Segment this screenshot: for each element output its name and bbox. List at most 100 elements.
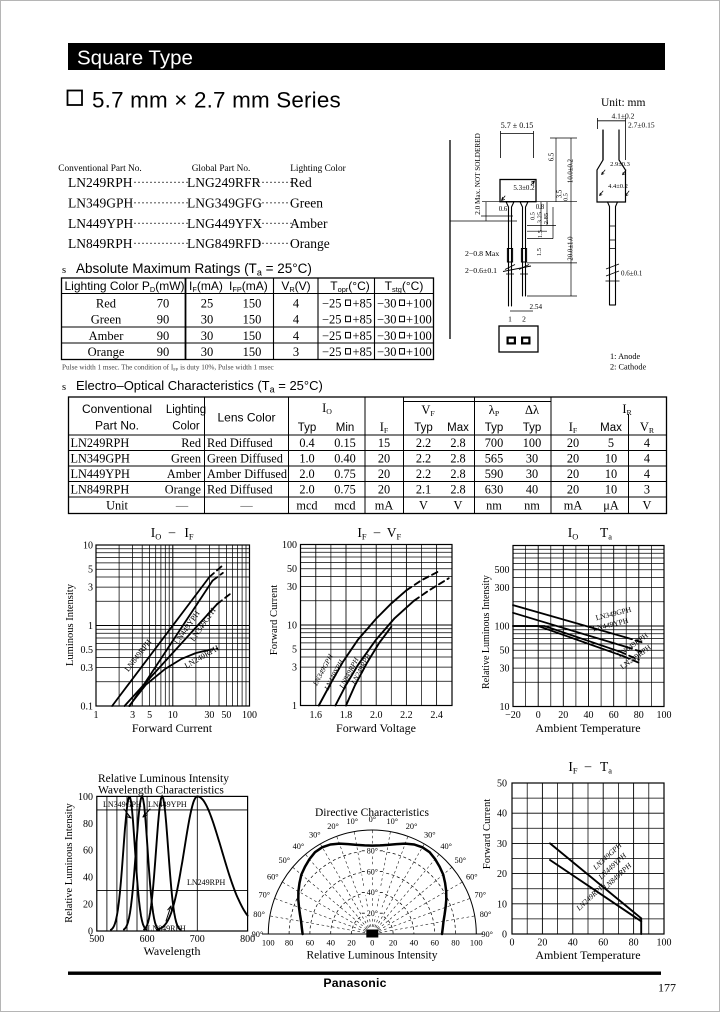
svg-text:2.8: 2.8 [450, 436, 465, 450]
svg-text:1: 1 [94, 710, 99, 721]
svg-text:–: – [168, 524, 176, 539]
svg-text:10°: 10° [346, 817, 358, 826]
svg-text:0.5: 0.5 [81, 645, 94, 656]
svg-text:150: 150 [243, 297, 262, 311]
svg-text:0.4: 0.4 [299, 436, 314, 450]
svg-text:Red Diffused: Red Diffused [207, 482, 273, 496]
svg-text:IF​(mA): IF​(mA) [189, 279, 223, 294]
svg-text:LN449YPH: LN449YPH [71, 467, 131, 481]
svg-text:1.8: 1.8 [340, 710, 353, 721]
svg-text:40: 40 [410, 938, 419, 948]
svg-text:20: 20 [558, 710, 568, 721]
svg-text:40°: 40° [440, 842, 452, 851]
svg-text:10.0±0.2: 10.0±0.2 [568, 158, 575, 183]
svg-text:4.4±0.2: 4.4±0.2 [608, 183, 628, 190]
svg-text:LN849RPH: LN849RPH [68, 236, 133, 251]
svg-text:0.40: 0.40 [334, 451, 356, 465]
svg-text:50: 50 [497, 779, 507, 790]
svg-text:800: 800 [240, 934, 255, 945]
svg-text:60°: 60° [466, 873, 478, 882]
svg-text:LN849RPH: LN849RPH [71, 482, 130, 496]
svg-text:Luminous Intensity: Luminous Intensity [65, 583, 76, 666]
svg-text:2.2: 2.2 [416, 436, 431, 450]
svg-text:60: 60 [430, 938, 439, 948]
svg-text:1.5: 1.5 [537, 230, 544, 238]
svg-text:30: 30 [201, 345, 214, 359]
svg-text:Color: Color [172, 421, 200, 433]
svg-text:—: — [175, 498, 189, 512]
svg-text:IO​: IO​ [568, 525, 579, 541]
svg-text:20: 20 [537, 938, 547, 949]
svg-text:2: 2 [522, 315, 526, 324]
svg-text:+100: +100 [406, 313, 432, 327]
svg-text:VR​(V): VR​(V) [281, 279, 310, 294]
svg-text:700: 700 [485, 436, 503, 450]
svg-text:Ambient Temperature: Ambient Temperature [535, 948, 640, 962]
svg-text:Relative Luminous Intensity: Relative Luminous Intensity [481, 575, 492, 689]
svg-text:6.5: 6.5 [549, 152, 556, 161]
svg-text:0: 0 [502, 930, 507, 941]
svg-text:s: s [62, 265, 66, 276]
svg-text:+100: +100 [406, 345, 432, 359]
svg-text:40: 40 [497, 809, 507, 820]
svg-text:5.7 mm × 2.7 mm Series: 5.7 mm × 2.7 mm Series [92, 88, 341, 113]
svg-text:Amber: Amber [167, 467, 201, 481]
svg-text:10: 10 [500, 702, 510, 713]
svg-text:590: 590 [485, 467, 503, 481]
svg-text:LN249RPH: LN249RPH [68, 175, 133, 190]
svg-text:–: – [373, 524, 381, 539]
svg-text:0.1: 0.1 [81, 702, 94, 713]
svg-text:Lighting: Lighting [166, 404, 206, 416]
svg-text:150: 150 [243, 345, 262, 359]
svg-text:Forward Current: Forward Current [269, 585, 280, 655]
svg-text:3.5: 3.5 [557, 189, 564, 198]
svg-text:Part No.: Part No. [95, 419, 139, 433]
svg-text:Conventional Part No.: Conventional Part No. [58, 164, 141, 174]
svg-text:10: 10 [83, 541, 93, 552]
svg-text:··············: ·············· [133, 236, 189, 250]
svg-text:Pulse width 1 msec. The condit: Pulse width 1 msec. The condition of IFP… [62, 364, 274, 372]
svg-text:LNG849RFD: LNG849RFD [187, 236, 262, 251]
svg-text:Wavelength: Wavelength [143, 944, 200, 958]
svg-text:80°: 80° [253, 910, 265, 919]
svg-text:90°: 90° [252, 930, 264, 939]
svg-text:μA: μA [603, 498, 619, 512]
svg-text:3: 3 [644, 482, 650, 496]
svg-text:4: 4 [644, 467, 650, 481]
svg-text:90°: 90° [481, 930, 493, 939]
svg-text:80: 80 [634, 710, 644, 721]
svg-text:40: 40 [568, 938, 578, 949]
svg-text:10: 10 [605, 467, 617, 481]
svg-text:mcd: mcd [334, 498, 355, 512]
svg-text:V: V [454, 498, 463, 512]
svg-text:2.0: 2.0 [370, 710, 383, 721]
svg-text:100: 100 [470, 938, 483, 948]
svg-text:150: 150 [243, 329, 262, 343]
svg-text:Red: Red [290, 175, 312, 190]
svg-text:50: 50 [221, 710, 231, 721]
svg-text:4: 4 [644, 451, 650, 465]
svg-text:IF​: IF​ [184, 525, 194, 541]
svg-text:4: 4 [293, 313, 300, 327]
svg-text:700: 700 [190, 934, 205, 945]
svg-text:30: 30 [526, 451, 538, 465]
svg-text:2.8: 2.8 [450, 482, 465, 496]
svg-text:2.2: 2.2 [416, 467, 431, 481]
svg-text:40: 40 [526, 482, 538, 496]
svg-text:2.85: 2.85 [543, 213, 550, 224]
svg-text:Tstg​(°C): Tstg​(°C) [385, 279, 424, 294]
svg-text:4: 4 [644, 436, 650, 450]
svg-text:30: 30 [526, 467, 538, 481]
svg-text:LN249RPH: LN249RPH [71, 436, 130, 450]
svg-text:Relative Luminous Intensity: Relative Luminous Intensity [307, 950, 438, 962]
svg-text:Lens Color: Lens Color [217, 411, 275, 425]
svg-text:+100: +100 [406, 297, 432, 311]
svg-text:1: Anode: 1: Anode [610, 352, 641, 361]
svg-text:90: 90 [157, 313, 170, 327]
svg-text:80: 80 [83, 819, 93, 830]
svg-text:2: Cathode: 2: Cathode [610, 363, 646, 372]
svg-text:15: 15 [378, 436, 390, 450]
svg-text:100: 100 [657, 710, 672, 721]
svg-text:−25: −25 [322, 297, 342, 311]
svg-text:0.5: 0.5 [563, 193, 570, 201]
